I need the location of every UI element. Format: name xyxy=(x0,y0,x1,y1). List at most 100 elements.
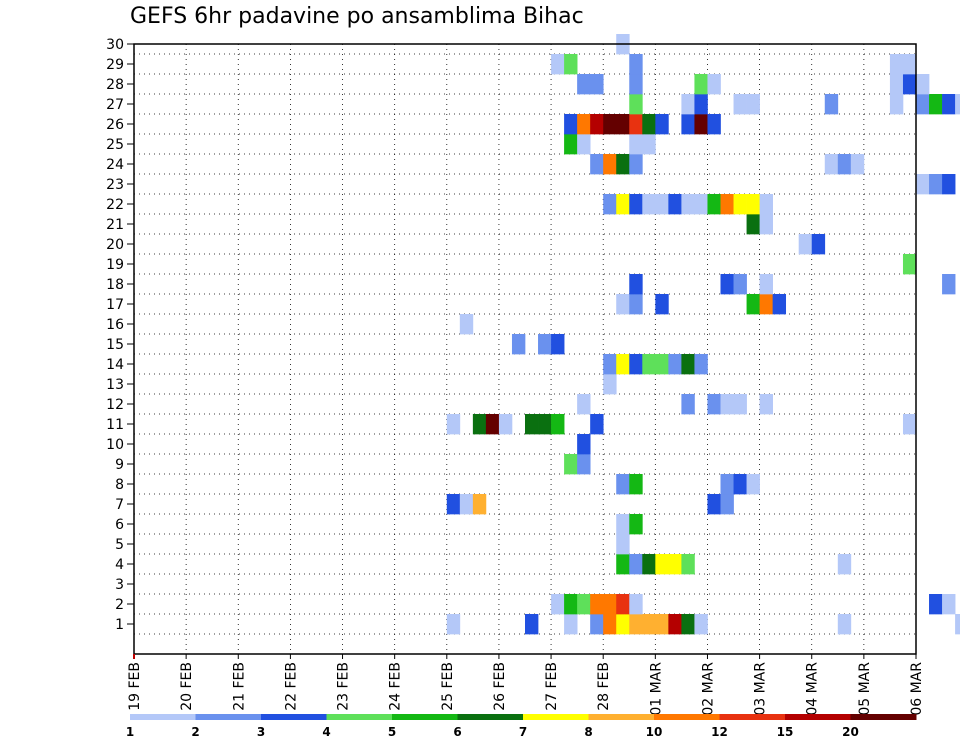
heatmap-cell xyxy=(642,614,656,635)
heatmap-cell xyxy=(616,194,630,215)
colorbar-label: 3 xyxy=(257,725,265,739)
heatmap-cell xyxy=(655,554,669,575)
heatmap-cell xyxy=(551,334,565,355)
heatmap-cell xyxy=(616,154,630,175)
colorbar-swatch xyxy=(588,714,655,720)
heatmap-cell xyxy=(616,594,630,615)
y-tick-label: 11 xyxy=(106,417,124,433)
x-tick-label: 22 FEB xyxy=(283,662,299,711)
y-tick-label: 5 xyxy=(115,537,124,553)
heatmap-cell xyxy=(629,54,643,75)
heatmap-cell xyxy=(955,94,960,115)
heatmap-cell xyxy=(902,74,917,95)
heatmap-cell xyxy=(942,274,956,295)
heatmap-cell xyxy=(772,294,787,315)
heatmap-cell xyxy=(655,194,669,215)
colorbar-label: 2 xyxy=(191,725,199,739)
heatmap-cell xyxy=(681,554,695,575)
heatmap-cell xyxy=(733,394,747,415)
heatmap-cell xyxy=(603,614,617,635)
plot-frame xyxy=(133,43,917,655)
heatmap-cell xyxy=(629,94,643,115)
x-tick-label: 01 MAR xyxy=(648,662,664,716)
y-tick-label: 17 xyxy=(106,297,124,313)
heatmap-cell xyxy=(707,114,721,135)
y-tick-label: 23 xyxy=(106,177,124,193)
heatmap-cell xyxy=(616,554,630,575)
heatmap-cell xyxy=(485,414,500,435)
heatmap-cell xyxy=(916,94,930,115)
heatmap-cell xyxy=(733,94,747,115)
heatmap-cell xyxy=(577,394,591,415)
heatmap-cell xyxy=(942,594,956,615)
heatmap-cell xyxy=(720,494,734,515)
heatmap-cell xyxy=(629,114,643,135)
chart-title: GEFS 6hr padavine po ansamblima Bihac xyxy=(130,4,584,29)
heatmap-cell xyxy=(577,594,591,615)
heatmap-cell xyxy=(889,94,904,115)
y-tick-label: 16 xyxy=(106,317,124,333)
heatmap-cell xyxy=(629,614,643,635)
heatmap-cell xyxy=(681,94,695,115)
colorbar-label: 15 xyxy=(777,725,794,739)
heatmap-cell xyxy=(655,114,669,135)
heatmap-cell xyxy=(942,94,956,115)
heatmap-cell xyxy=(616,354,630,375)
heatmap-cell xyxy=(446,494,461,515)
heatmap-cell xyxy=(564,454,578,475)
y-tick-label: 8 xyxy=(115,477,124,493)
colorbar-label: 8 xyxy=(584,725,592,739)
heatmap-cell xyxy=(564,54,578,75)
heatmap-cell xyxy=(694,194,708,215)
x-tick-label: 23 FEB xyxy=(336,662,352,711)
y-tick-label: 27 xyxy=(106,97,124,113)
heatmap-cell xyxy=(446,614,461,635)
heatmap-cell xyxy=(616,114,630,135)
heatmap-cell xyxy=(720,394,734,415)
heatmap-cell xyxy=(759,274,773,295)
heatmap-cell xyxy=(511,334,526,355)
x-tick-label: 02 MAR xyxy=(700,662,716,716)
heatmap-cell xyxy=(929,94,943,115)
y-tick-label: 10 xyxy=(106,437,124,453)
heatmap-cell xyxy=(525,614,539,635)
heatmap-cell xyxy=(902,414,917,435)
y-tick-label: 29 xyxy=(106,57,124,73)
colorbar-swatch xyxy=(130,714,196,720)
heatmap-cell xyxy=(603,114,617,135)
heatmap-cell xyxy=(629,294,643,315)
x-tick-label: 20 FEB xyxy=(179,662,195,711)
heatmap-cell xyxy=(720,274,734,295)
x-tick-label: 24 FEB xyxy=(388,662,404,711)
x-tick-label: 04 MAR xyxy=(805,662,821,716)
y-tick-label: 24 xyxy=(106,157,124,173)
heatmap-cell xyxy=(590,414,604,435)
heatmap-cell xyxy=(955,614,960,635)
heatmap-cell xyxy=(824,154,839,175)
colorbar-swatch xyxy=(719,714,786,720)
x-tick-label: 21 FEB xyxy=(231,662,247,711)
heatmap-cell xyxy=(603,354,617,375)
heatmap-cell xyxy=(759,194,773,215)
heatmap-cell xyxy=(590,614,604,635)
x-tick-label: 26 FEB xyxy=(492,662,508,711)
heatmap-cell xyxy=(577,434,591,455)
heatmap-cell xyxy=(629,594,643,615)
heatmap-cell xyxy=(837,614,852,635)
heatmap-cell xyxy=(629,554,643,575)
y-tick-label: 18 xyxy=(106,277,124,293)
colorbar-label: 1 xyxy=(126,725,134,739)
heatmap-cell xyxy=(916,174,930,195)
heatmap-cell xyxy=(668,614,682,635)
heatmap-cell xyxy=(707,194,721,215)
y-tick-label: 21 xyxy=(106,217,124,233)
heatmap-cell xyxy=(850,154,865,175)
heatmap-cell xyxy=(616,534,630,555)
y-tick-label: 13 xyxy=(106,377,124,393)
heatmap-cell xyxy=(577,74,591,95)
x-tick-label: 06 MAR xyxy=(909,662,925,716)
heatmap-cell xyxy=(590,154,604,175)
heatmap-cell xyxy=(642,114,656,135)
heatmap-cell xyxy=(681,354,695,375)
colorbar-label: 10 xyxy=(646,725,663,739)
